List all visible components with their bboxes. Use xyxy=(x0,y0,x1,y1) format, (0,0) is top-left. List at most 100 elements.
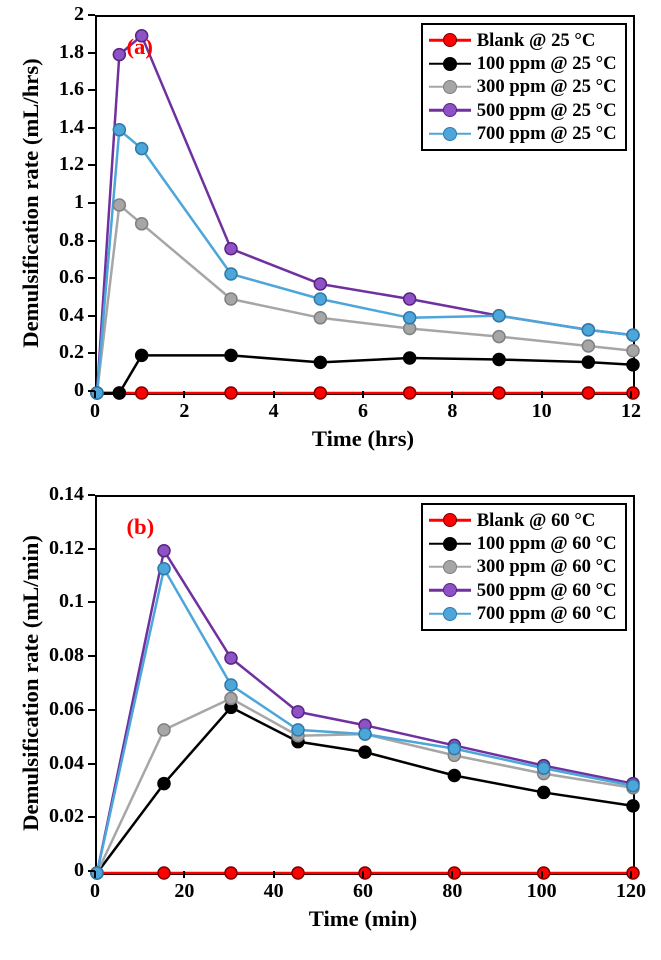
x-tick-label: 6 xyxy=(338,400,388,423)
y-tick-label: 0.8 xyxy=(34,229,84,252)
panel-label-a: (a) xyxy=(126,34,152,60)
series-marker-ppm100 xyxy=(448,770,460,782)
series-marker-blank xyxy=(225,867,237,879)
y-tick-label: 1 xyxy=(34,191,84,214)
x-tick-mark xyxy=(541,871,543,878)
x-tick-mark xyxy=(541,391,543,398)
y-tick-mark xyxy=(88,655,95,657)
figure-container: (a) Blank @ 25 °C100 ppm @ 25 °C300 ppm … xyxy=(0,0,661,960)
series-marker-ppm700 xyxy=(292,724,304,736)
y-tick-label: 0 xyxy=(34,379,84,402)
legend-entry-ppm300: 300 ppm @ 60 °C xyxy=(429,555,617,578)
legend-label: 300 ppm @ 60 °C xyxy=(477,555,617,578)
legend-label: Blank @ 60 °C xyxy=(477,509,596,532)
x-tick-label: 4 xyxy=(249,400,299,423)
series-marker-ppm100 xyxy=(538,786,550,798)
y-tick-mark xyxy=(88,494,95,496)
y-tick-label: 0.2 xyxy=(34,341,84,364)
x-axis-label-b: Time (min) xyxy=(95,906,631,932)
x-tick-label: 2 xyxy=(159,400,209,423)
legend-sample xyxy=(429,103,471,117)
legend-sample xyxy=(429,560,471,574)
x-axis-label-a: Time (hrs) xyxy=(95,426,631,452)
legend-entry-blank: Blank @ 25 °C xyxy=(429,29,617,52)
x-tick-label: 12 xyxy=(606,400,656,423)
series-marker-ppm100 xyxy=(582,356,594,368)
x-tick-label: 100 xyxy=(517,880,567,903)
series-marker-ppm300 xyxy=(582,340,594,352)
y-tick-mark xyxy=(88,870,95,872)
series-marker-blank xyxy=(627,867,639,879)
y-tick-mark xyxy=(88,127,95,129)
plot-area-b: (b) Blank @ 60 °C100 ppm @ 60 °C300 ppm … xyxy=(95,495,635,875)
series-marker-blank xyxy=(538,867,550,879)
series-marker-blank xyxy=(136,387,148,399)
series-marker-ppm700 xyxy=(314,293,326,305)
legend-entry-ppm100: 100 ppm @ 25 °C xyxy=(429,52,617,75)
series-marker-ppm700 xyxy=(158,563,170,575)
y-tick-label: 0.04 xyxy=(34,752,84,775)
series-marker-ppm300 xyxy=(136,218,148,230)
x-tick-label: 40 xyxy=(249,880,299,903)
legend-entry-ppm700: 700 ppm @ 60 °C xyxy=(429,602,617,625)
series-line-ppm300 xyxy=(97,205,633,393)
y-tick-mark xyxy=(88,763,95,765)
legend-label: 300 ppm @ 25 °C xyxy=(477,75,617,98)
series-marker-ppm500 xyxy=(292,706,304,718)
legend-sample xyxy=(429,583,471,597)
x-tick-mark xyxy=(451,871,453,878)
legend-label: Blank @ 25 °C xyxy=(477,29,596,52)
y-tick-label: 2 xyxy=(34,3,84,26)
legend-entry-ppm500: 500 ppm @ 25 °C xyxy=(429,99,617,122)
y-tick-mark xyxy=(88,390,95,392)
series-marker-ppm100 xyxy=(113,387,125,399)
series-line-ppm700 xyxy=(97,130,633,393)
series-marker-ppm500 xyxy=(314,278,326,290)
series-marker-blank xyxy=(225,387,237,399)
legend-label: 100 ppm @ 25 °C xyxy=(477,52,617,75)
series-marker-blank xyxy=(448,867,460,879)
series-marker-ppm300 xyxy=(113,199,125,211)
x-tick-label: 20 xyxy=(159,880,209,903)
x-tick-label: 80 xyxy=(427,880,477,903)
x-tick-mark xyxy=(630,391,632,398)
legend-a: Blank @ 25 °C100 ppm @ 25 °C300 ppm @ 25… xyxy=(421,23,627,152)
x-tick-mark xyxy=(362,871,364,878)
y-tick-mark xyxy=(88,164,95,166)
series-marker-ppm700 xyxy=(225,679,237,691)
series-marker-ppm500 xyxy=(158,545,170,557)
y-tick-label: 0.02 xyxy=(34,805,84,828)
legend-label: 700 ppm @ 60 °C xyxy=(477,602,617,625)
y-tick-mark xyxy=(88,14,95,16)
x-tick-label: 0 xyxy=(70,400,120,423)
series-marker-blank xyxy=(404,387,416,399)
series-marker-ppm700 xyxy=(91,867,103,879)
y-tick-mark xyxy=(88,352,95,354)
legend-entry-ppm300: 300 ppm @ 25 °C xyxy=(429,75,617,98)
legend-sample xyxy=(429,33,471,47)
y-tick-label: 0.14 xyxy=(34,483,84,506)
y-tick-label: 0 xyxy=(34,859,84,882)
series-marker-ppm700 xyxy=(404,312,416,324)
y-tick-mark xyxy=(88,315,95,317)
series-marker-ppm300 xyxy=(225,692,237,704)
series-marker-ppm300 xyxy=(493,331,505,343)
y-tick-label: 1.6 xyxy=(34,78,84,101)
y-tick-mark xyxy=(88,89,95,91)
legend-sample xyxy=(429,127,471,141)
legend-entry-blank: Blank @ 60 °C xyxy=(429,509,617,532)
y-tick-mark xyxy=(88,709,95,711)
series-marker-ppm300 xyxy=(158,724,170,736)
y-tick-mark xyxy=(88,816,95,818)
x-tick-mark xyxy=(273,391,275,398)
x-tick-label: 10 xyxy=(517,400,567,423)
series-marker-ppm100 xyxy=(158,778,170,790)
y-tick-label: 0.1 xyxy=(34,590,84,613)
series-marker-ppm700 xyxy=(627,329,639,341)
series-marker-ppm700 xyxy=(113,124,125,136)
legend-label: 700 ppm @ 25 °C xyxy=(477,122,617,145)
x-tick-mark xyxy=(451,391,453,398)
series-marker-ppm700 xyxy=(91,387,103,399)
legend-sample xyxy=(429,607,471,621)
series-marker-blank xyxy=(493,387,505,399)
